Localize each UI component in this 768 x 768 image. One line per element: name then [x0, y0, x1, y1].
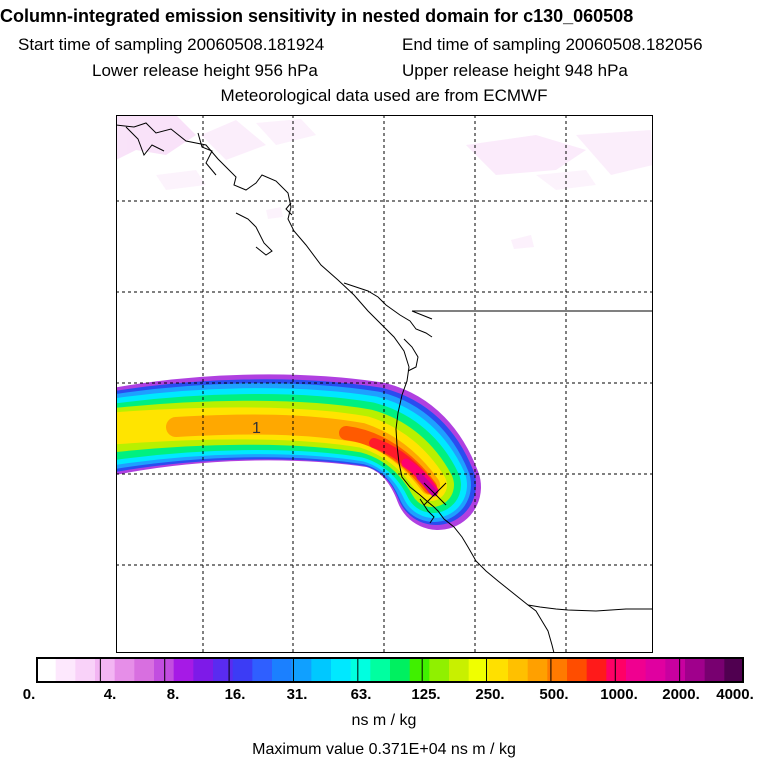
color-swatch: [626, 657, 647, 683]
tick-label: 0.: [22, 686, 36, 703]
color-swatch: [36, 657, 57, 683]
maximum-value: Maximum value 0.371E+04 ns m / kg: [252, 741, 516, 758]
color-swatch: [55, 657, 76, 683]
color-swatch: [291, 657, 312, 683]
color-swatch: [134, 657, 155, 683]
sampling-end-time: End time of sampling 20060508.182056: [402, 35, 703, 54]
color-swatch: [409, 657, 430, 683]
color-swatch: [272, 657, 293, 683]
tick-label: 16.: [224, 686, 246, 703]
color-swatch: [665, 657, 686, 683]
color-swatch: [685, 657, 706, 683]
color-swatch: [527, 657, 548, 683]
sensitivity-map: 1: [116, 115, 653, 653]
tick-label: 63.: [350, 686, 372, 703]
color-swatch: [114, 657, 135, 683]
color-swatch: [704, 657, 725, 683]
tick-label: 125.: [411, 686, 441, 703]
release-point-marker: [423, 482, 447, 506]
color-swatch: [173, 657, 194, 683]
upper-release-height: Upper release height 948 hPa: [402, 61, 628, 80]
tick-label: 8.: [166, 686, 180, 703]
lower-release-height: Lower release height 956 hPa: [92, 61, 318, 80]
color-swatch: [232, 657, 253, 683]
color-swatch: [193, 657, 214, 683]
color-swatch: [390, 657, 411, 683]
tick-label: 500.: [539, 686, 569, 703]
color-swatch: [449, 657, 470, 683]
tick-label: 2000.: [662, 686, 700, 703]
color-swatch: [370, 657, 391, 683]
color-swatch: [213, 657, 234, 683]
tick-label: 4.: [103, 686, 117, 703]
color-swatch: [252, 657, 273, 683]
plume-contour-label: 1: [252, 420, 261, 437]
sampling-start-time: Start time of sampling 20060508.181924: [18, 35, 325, 54]
color-swatch: [429, 657, 450, 683]
meteorological-data-note: Meteorological data used are from ECMWF: [220, 86, 548, 105]
color-swatch: [331, 657, 352, 683]
color-swatch: [547, 657, 568, 683]
color-swatch: [586, 657, 607, 683]
color-swatch: [508, 657, 529, 683]
color-swatch: [311, 657, 332, 683]
tick-label: 31.: [286, 686, 308, 703]
color-scale-bar: [36, 657, 744, 683]
color-swatch: [350, 657, 371, 683]
tick-label: 4000.: [716, 686, 754, 703]
color-swatch: [468, 657, 489, 683]
tick-label: 1000.: [600, 686, 638, 703]
color-swatch: [567, 657, 588, 683]
color-swatch: [95, 657, 116, 683]
color-swatch: [75, 657, 96, 683]
tick-label: 250.: [475, 686, 505, 703]
colorbar-units: ns m / kg: [351, 712, 417, 729]
color-swatch: [488, 657, 509, 683]
plot-title: Column-integrated emission sensitivity i…: [0, 6, 634, 26]
background-sensitivity: [116, 115, 653, 249]
color-swatch: [645, 657, 666, 683]
color-swatch: [606, 657, 627, 683]
color-swatch: [724, 657, 744, 683]
color-swatch: [154, 657, 175, 683]
colorbar-border: [36, 657, 744, 683]
emission-plume: [116, 374, 481, 530]
